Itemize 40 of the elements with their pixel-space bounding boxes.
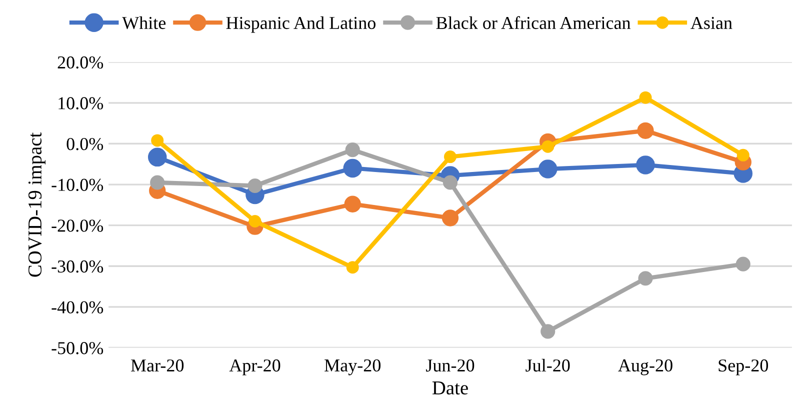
point bbox=[148, 148, 167, 167]
point bbox=[639, 91, 652, 104]
y-tick-label: -50.0% bbox=[52, 342, 104, 354]
x-tick-label: Aug-20 bbox=[618, 359, 672, 376]
legend-label: Asian bbox=[690, 16, 732, 30]
point bbox=[343, 158, 362, 178]
point bbox=[637, 122, 654, 139]
x-tick-label: Mar-20 bbox=[130, 359, 184, 372]
point bbox=[151, 134, 164, 147]
point bbox=[150, 175, 165, 190]
point bbox=[344, 196, 361, 212]
point bbox=[540, 324, 556, 339]
point bbox=[444, 150, 456, 164]
y-tick-label: -20.0% bbox=[52, 220, 104, 232]
x-tick-label: Apr-20 bbox=[229, 359, 280, 376]
point bbox=[736, 256, 750, 272]
x-axis-title: Date bbox=[432, 382, 468, 394]
x-tick-label: Sep-20 bbox=[718, 359, 768, 376]
x-tick-label: Jul-20 bbox=[526, 358, 570, 372]
y-tick-label: -30.0% bbox=[52, 260, 104, 273]
point bbox=[736, 148, 750, 162]
point bbox=[345, 142, 360, 158]
point bbox=[636, 156, 655, 174]
legend-label: White bbox=[122, 16, 166, 30]
point bbox=[442, 175, 458, 190]
legend-label: Hispanic And Latino bbox=[226, 16, 376, 33]
x-tick-label: Jun-20 bbox=[426, 359, 474, 372]
y-axis-title: COVID-19 impact bbox=[28, 132, 46, 277]
point bbox=[538, 160, 558, 178]
point bbox=[442, 210, 459, 226]
legend-label: Black or African American bbox=[436, 16, 631, 30]
x-tick-label: May-20 bbox=[324, 359, 381, 376]
y-tick-label: -10.0% bbox=[52, 178, 104, 192]
point bbox=[346, 261, 359, 274]
point bbox=[248, 178, 262, 194]
point bbox=[638, 271, 653, 286]
y-tick-label: 20.0% bbox=[58, 56, 104, 69]
y-tick-label: 10.0% bbox=[58, 97, 104, 110]
y-tick-label: 0.0% bbox=[66, 138, 104, 150]
y-tick-label: -40.0% bbox=[52, 301, 104, 314]
